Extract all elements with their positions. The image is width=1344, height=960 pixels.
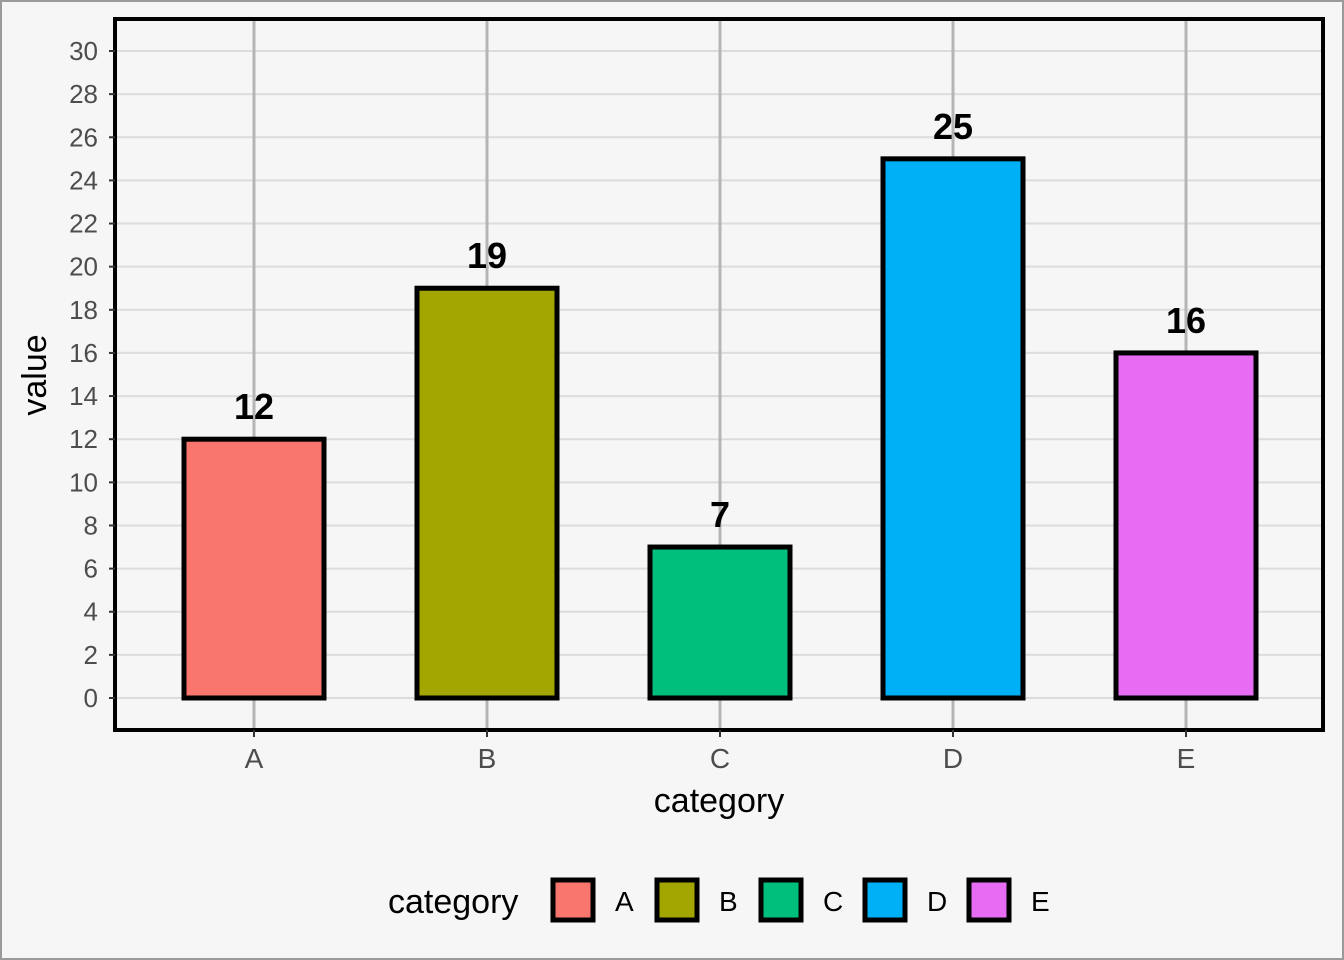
x-axis: A B C D E xyxy=(245,730,1196,774)
legend-key-C xyxy=(758,877,804,923)
y-tick-label-20: 20 xyxy=(69,252,98,282)
y-tick-label-10: 10 xyxy=(69,467,98,497)
legend-key-E xyxy=(966,877,1012,923)
y-tick-label-26: 26 xyxy=(69,122,98,152)
data-labels: 12 19 7 25 16 xyxy=(234,106,1206,535)
legend-label-D: D xyxy=(927,886,947,917)
legend-label-E: E xyxy=(1031,886,1050,917)
x-axis-title: category xyxy=(654,782,784,820)
data-label-A: 12 xyxy=(234,386,274,427)
y-tick-label-28: 28 xyxy=(69,79,98,109)
bar-E xyxy=(1113,350,1259,701)
y-tick-label-18: 18 xyxy=(69,295,98,325)
bar-B xyxy=(414,285,560,701)
data-label-D: 25 xyxy=(933,106,973,147)
legend-label-B: B xyxy=(719,886,738,917)
y-tick-label-22: 22 xyxy=(69,209,98,239)
y-tick-label-6: 6 xyxy=(84,554,98,584)
bar-D xyxy=(880,156,1026,701)
legend: category A B C D E xyxy=(388,877,1050,923)
y-tick-label-14: 14 xyxy=(69,381,98,411)
data-label-C: 7 xyxy=(710,494,730,535)
x-tick-label-A: A xyxy=(245,743,264,774)
x-tick-label-B: B xyxy=(478,743,497,774)
y-tick-label-4: 4 xyxy=(84,597,98,627)
x-tick-label-C: C xyxy=(710,743,730,774)
data-label-B: 19 xyxy=(467,235,507,276)
y-tick-label-30: 30 xyxy=(69,36,98,66)
legend-key-A xyxy=(550,877,596,923)
legend-title: category xyxy=(388,883,518,921)
y-tick-label-0: 0 xyxy=(84,683,98,713)
legend-key-D xyxy=(862,877,908,923)
legend-label-A: A xyxy=(615,886,634,917)
legend-key-B xyxy=(654,877,700,923)
y-axis-title: value xyxy=(16,334,54,415)
y-tick-label-24: 24 xyxy=(69,165,98,195)
bar-C xyxy=(647,544,793,701)
bar-A xyxy=(181,436,327,701)
y-tick-label-12: 12 xyxy=(69,424,98,454)
y-tick-label-8: 8 xyxy=(84,510,98,540)
y-tick-label-2: 2 xyxy=(84,640,98,670)
x-tick-label-D: D xyxy=(943,743,963,774)
y-tick-label-16: 16 xyxy=(69,338,98,368)
legend-label-C: C xyxy=(823,886,843,917)
data-label-E: 16 xyxy=(1166,300,1206,341)
bars xyxy=(181,156,1259,701)
x-tick-label-E: E xyxy=(1177,743,1196,774)
